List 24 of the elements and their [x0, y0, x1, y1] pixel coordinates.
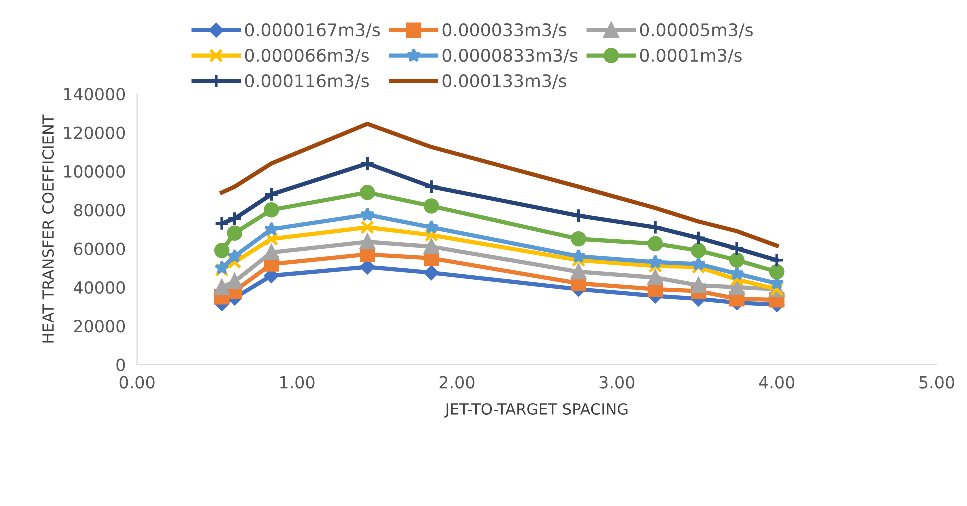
legend-label: 0.0000833m3/s — [442, 49, 578, 64]
legend-label: 0.000116m3/s — [245, 74, 370, 89]
y-tick-label: 0 — [116, 358, 126, 372]
legend-label: 0.00005m3/s — [640, 24, 753, 38]
x-tick-label: 4.00 — [759, 376, 795, 389]
legend-label: 0.000066m3/s — [245, 49, 370, 64]
x-tick-label: 3.00 — [600, 376, 635, 389]
x-tick-label: 2.00 — [440, 376, 475, 389]
legend-label: 0.0001m3/s — [640, 49, 742, 64]
y-tick-label: 140000 — [64, 88, 126, 101]
y-tick-label: 20000 — [74, 320, 126, 333]
x-axis-title: JET-TO-TARGET SPACING — [444, 403, 628, 418]
y-axis-title: HEAT TRANSFER COEFFICIENT — [42, 114, 54, 343]
x-tick-label: 0.00 — [120, 376, 155, 389]
x-tick-label: 1.00 — [280, 376, 315, 389]
x-tick-label: 5.00 — [920, 376, 954, 389]
legend-label: 0.000133m3/s — [442, 74, 567, 89]
legend-label: 0.000033m3/s — [442, 24, 567, 38]
legend-label: 0.0000167m3/s — [245, 24, 380, 38]
y-tick-label: 120000 — [64, 126, 126, 140]
y-tick-label: 40000 — [74, 281, 126, 294]
y-tick-label: 80000 — [74, 204, 126, 217]
y-tick-label: 60000 — [74, 242, 126, 256]
y-tick-label: 100000 — [64, 165, 126, 178]
